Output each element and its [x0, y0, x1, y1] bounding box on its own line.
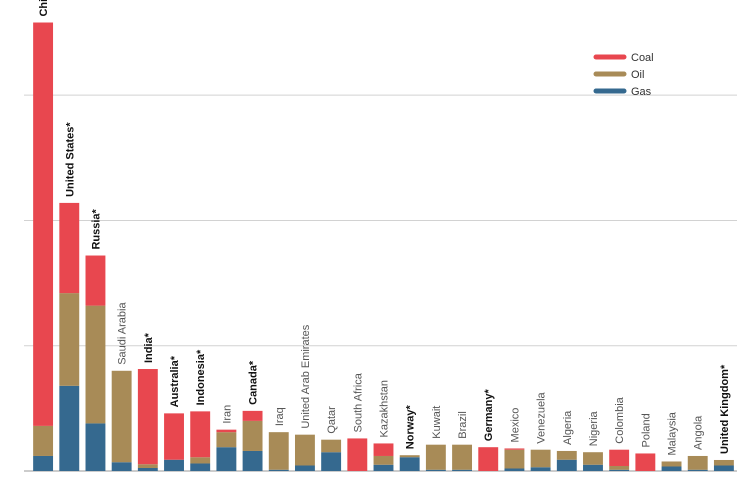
bar-segment-oil	[556, 450, 577, 460]
bar-segment-gas	[268, 469, 289, 471]
country-label: Kuwait	[431, 406, 443, 439]
country-label: India*	[143, 332, 155, 363]
bar-segment-oil	[452, 444, 473, 470]
country-label: United States*	[64, 122, 76, 197]
bar-segment-gas	[556, 459, 577, 471]
bar-segment-coal	[216, 429, 237, 433]
bar-segment-gas	[687, 469, 708, 471]
bar-segment-gas	[111, 462, 132, 471]
bar-segment-oil	[321, 439, 342, 453]
country-label: Qatar	[326, 406, 338, 434]
country-label: Indonesia*	[195, 349, 207, 405]
country-label: Venezuela	[536, 391, 548, 443]
bar-segment-coal	[85, 255, 106, 306]
country-label: Mexico	[509, 408, 521, 443]
country-label: Canada*	[248, 360, 260, 405]
bar-segment-coal	[242, 410, 263, 421]
bar-segment-oil	[85, 305, 106, 424]
bar-segment-oil	[504, 449, 525, 469]
bar-segment-coal	[59, 202, 80, 294]
bar-segment-coal	[373, 443, 394, 456]
country-label: Iran	[221, 405, 233, 424]
legend: Coal Oil Gas	[593, 52, 654, 98]
bar-segment-coal	[347, 438, 368, 471]
country-label: United Kingdom*	[719, 364, 731, 454]
bar-segment-gas	[373, 464, 394, 471]
country-label: Russia*	[90, 208, 102, 249]
bar-segment-coal	[609, 449, 630, 466]
bars	[33, 22, 734, 471]
bar-segment-gas	[137, 467, 158, 471]
country-label: Algeria	[562, 410, 574, 445]
bar-segment-coal	[504, 448, 525, 450]
country-label: United Arab Emirates	[300, 324, 312, 428]
country-label: Germany*	[483, 389, 495, 442]
bar-segment-gas	[33, 455, 54, 471]
bar-segment-gas	[504, 468, 525, 471]
bar-segment-oil	[242, 420, 263, 451]
bar-segment-gas	[583, 464, 603, 471]
bar-segment-gas	[530, 467, 551, 471]
bar-segment-gas	[661, 466, 682, 471]
country-label: Saudi Arabia	[117, 302, 129, 365]
bar-segment-oil	[111, 370, 132, 463]
bar-segment-coal	[33, 22, 54, 426]
bar-segment-gas	[609, 469, 630, 471]
country-label: Angola	[693, 415, 705, 450]
country-label: China*	[38, 0, 50, 17]
bar-segment-oil	[687, 455, 708, 470]
legend-label-gas: Gas	[631, 86, 652, 98]
bar-segment-gas	[452, 469, 473, 471]
bar-segment-oil	[216, 432, 237, 448]
bar-segment-oil	[661, 461, 682, 467]
country-label: Iraq	[274, 407, 286, 426]
bar-segment-oil	[713, 459, 734, 466]
country-label: Colombia	[614, 396, 626, 443]
bar-segment-gas	[242, 450, 263, 471]
country-label: Norway*	[405, 404, 417, 449]
country-label: South Africa	[352, 372, 364, 432]
bar-segment-oil	[190, 457, 211, 464]
bar-segment-oil	[425, 444, 446, 470]
bar-segment-gas	[59, 385, 80, 471]
bar-segment-gas	[164, 459, 184, 471]
legend-label-coal: Coal	[631, 52, 654, 64]
bar-segment-gas	[425, 469, 446, 471]
bar-segment-oil	[373, 455, 394, 465]
bar-segment-gas	[713, 465, 734, 471]
bar-segment-oil	[59, 293, 80, 386]
legend-label-oil: Oil	[631, 69, 644, 81]
country-label: Poland	[640, 413, 652, 447]
country-label: Australia*	[169, 355, 181, 407]
bar-segment-oil	[33, 425, 54, 456]
bar-segment-oil	[268, 432, 289, 470]
bar-segment-oil	[583, 452, 603, 465]
country-label: Nigeria	[588, 410, 600, 446]
bar-segment-coal	[635, 453, 656, 471]
bar-segment-coal	[478, 447, 499, 471]
bar-segment-gas	[85, 423, 106, 471]
bar-segment-oil	[399, 455, 420, 458]
bar-segment-gas	[190, 463, 211, 471]
bar-segment-coal	[190, 411, 211, 458]
bar-segment-oil	[609, 465, 630, 470]
bar-segment-gas	[321, 452, 342, 471]
bar-segment-coal	[137, 369, 158, 465]
bar-segment-oil	[294, 434, 315, 466]
country-label: Brazil	[457, 411, 469, 439]
bar-segment-gas	[216, 447, 237, 471]
bar-segment-gas	[294, 465, 315, 471]
country-labels: China* United States* Russia* Saudi Arabia I…	[38, 0, 731, 455]
bar-segment-oil	[137, 464, 158, 468]
country-label: Malaysia	[667, 411, 679, 455]
bar-segment-coal	[164, 413, 184, 460]
bar-segment-gas	[399, 457, 420, 471]
country-label: Kazakhstan	[379, 380, 391, 437]
bar-segment-oil	[530, 449, 551, 468]
